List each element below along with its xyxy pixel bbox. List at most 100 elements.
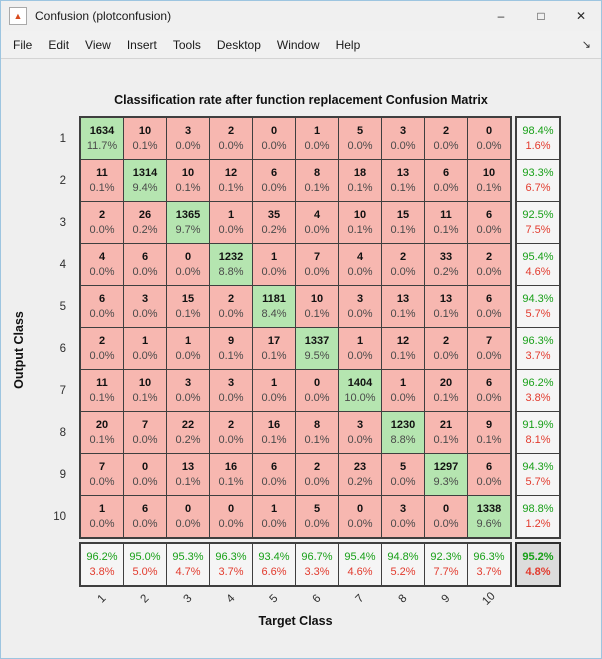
cell-percent: 0.1% [304, 181, 330, 194]
col-summary-cell: 96.3% 3.7% [468, 544, 510, 585]
matrix-cell: 6 0.0% [124, 496, 166, 537]
summary-accuracy: 93.3% [522, 167, 554, 180]
y-tick-label: 9 [59, 468, 66, 481]
cell-count: 1314 [132, 167, 158, 180]
cell-count: 12 [396, 335, 410, 348]
menu-item-view[interactable]: View [85, 37, 111, 52]
summary-accuracy: 95.4% [522, 251, 554, 264]
summary-error: 1.2% [525, 517, 551, 530]
col-summary-cell: 92.3% 7.7% [425, 544, 467, 585]
cell-count: 0 [184, 251, 192, 264]
cell-count: 1 [98, 503, 106, 516]
cell-count: 1181 [262, 293, 286, 306]
cell-count: 1 [141, 335, 149, 348]
cell-percent: 9.6% [476, 517, 502, 530]
cell-percent: 0.0% [390, 475, 416, 488]
cell-count: 0 [356, 503, 364, 516]
matrix-cell: 10 0.1% [124, 370, 166, 411]
cell-percent: 0.0% [390, 391, 416, 404]
cell-percent: 0.0% [89, 223, 115, 236]
menu-item-help[interactable]: Help [335, 37, 361, 52]
matrix-cell: 0 0.0% [468, 118, 510, 159]
matrix-cell: 10 0.1% [339, 202, 381, 243]
cell-percent: 0.0% [261, 139, 287, 152]
cell-percent: 0.1% [218, 181, 244, 194]
matrix-cell: 11 0.1% [81, 160, 123, 201]
cell-percent: 0.1% [390, 349, 416, 362]
cell-percent: 0.0% [89, 307, 115, 320]
matrix-cell: 1337 9.5% [296, 328, 338, 369]
row-summary-cell: 94.3% 5.7% [517, 454, 559, 495]
cell-percent: 0.0% [132, 349, 158, 362]
y-axis-label: Output Class [12, 311, 26, 389]
cell-count: 7 [98, 461, 106, 474]
summary-error: 3.3% [304, 565, 330, 578]
cell-count: 1 [399, 377, 407, 390]
cell-count: 11 [96, 377, 108, 390]
cell-count: 1 [227, 209, 235, 222]
row-summary-cell: 94.3% 5.7% [517, 286, 559, 327]
cell-percent: 0.0% [132, 517, 158, 530]
summary-error: 6.7% [525, 181, 551, 194]
cell-percent: 0.2% [132, 223, 158, 236]
matrix-cell: 3 0.0% [339, 412, 381, 453]
matrix-cell: 1 0.0% [124, 328, 166, 369]
y-tick-label: 6 [59, 342, 66, 355]
matrix-cell: 0 0.0% [425, 496, 467, 537]
minimize-button[interactable]: – [497, 9, 505, 23]
matrix-cell: 1 0.0% [253, 370, 295, 411]
menu-item-desktop[interactable]: Desktop [216, 37, 261, 52]
close-button[interactable]: ✕ [575, 9, 587, 23]
menu-item-file[interactable]: File [13, 37, 33, 52]
matrix-cell: 7 0.0% [81, 454, 123, 495]
cell-count: 6 [485, 209, 493, 222]
cell-count: 6 [442, 167, 450, 180]
matrix-cell: 12 0.1% [210, 160, 252, 201]
cell-count: 2 [227, 419, 235, 432]
cell-percent: 0.1% [433, 391, 459, 404]
cell-count: 1634 [89, 125, 115, 138]
matrix-cell: 1314 9.4% [124, 160, 166, 201]
cell-count: 3 [399, 503, 407, 516]
cell-percent: 0.0% [433, 517, 459, 530]
cell-count: 3 [227, 377, 235, 390]
summary-accuracy: 96.2% [86, 551, 118, 564]
row-summary-cell: 95.4% 4.6% [517, 244, 559, 285]
row-summary-column: 98.4% 1.6% 93.3% 6.7% 92.5% 7.5% 95.4% 4.6% 94.3… [515, 116, 561, 539]
cell-percent: 0.1% [347, 181, 373, 194]
col-summary-cell: 95.4% 4.6% [339, 544, 381, 585]
matrix-cell: 9 0.1% [468, 412, 510, 453]
matrix-cell: 21 0.1% [425, 412, 467, 453]
menu-item-window[interactable]: Window [276, 37, 320, 52]
matrix-cell: 15 0.1% [167, 286, 209, 327]
summary-error: 7.7% [433, 565, 459, 578]
cell-count: 3 [399, 125, 407, 138]
cell-percent: 0.0% [175, 517, 201, 530]
cell-percent: 0.0% [304, 475, 330, 488]
menu-item-tools[interactable]: Tools [172, 37, 201, 52]
matrix-cell: 7 0.0% [124, 412, 166, 453]
title-bar[interactable]: ▲ Confusion (plotconfusion) – □ ✕ [1, 1, 601, 31]
matrix-cell: 0 0.0% [210, 496, 252, 537]
summary-error: 5.0% [132, 565, 158, 578]
menu-item-insert[interactable]: Insert [126, 37, 157, 52]
cell-percent: 0.0% [218, 517, 244, 530]
dock-arrow-icon[interactable]: ↘ [581, 39, 591, 51]
summary-accuracy: 98.8% [522, 503, 554, 516]
row-summary-cell: 96.3% 3.7% [517, 328, 559, 369]
y-tick-label: 7 [59, 384, 66, 397]
cell-count: 26 [138, 209, 152, 222]
cell-percent: 0.0% [433, 349, 459, 362]
matrix-cell: 10 0.1% [296, 286, 338, 327]
summary-error: 5.7% [525, 475, 551, 488]
summary-error: 3.7% [476, 565, 502, 578]
cell-count: 5 [356, 125, 364, 138]
cell-percent: 0.0% [476, 223, 502, 236]
menu-item-edit[interactable]: Edit [48, 37, 70, 52]
matrix-cell: 11 0.1% [425, 202, 467, 243]
matlab-app-icon: ▲ [9, 7, 27, 25]
summary-accuracy: 95.0% [129, 551, 161, 564]
cell-percent: 0.0% [218, 391, 244, 404]
summary-error: 3.7% [525, 349, 551, 362]
maximize-button[interactable]: □ [537, 9, 545, 23]
